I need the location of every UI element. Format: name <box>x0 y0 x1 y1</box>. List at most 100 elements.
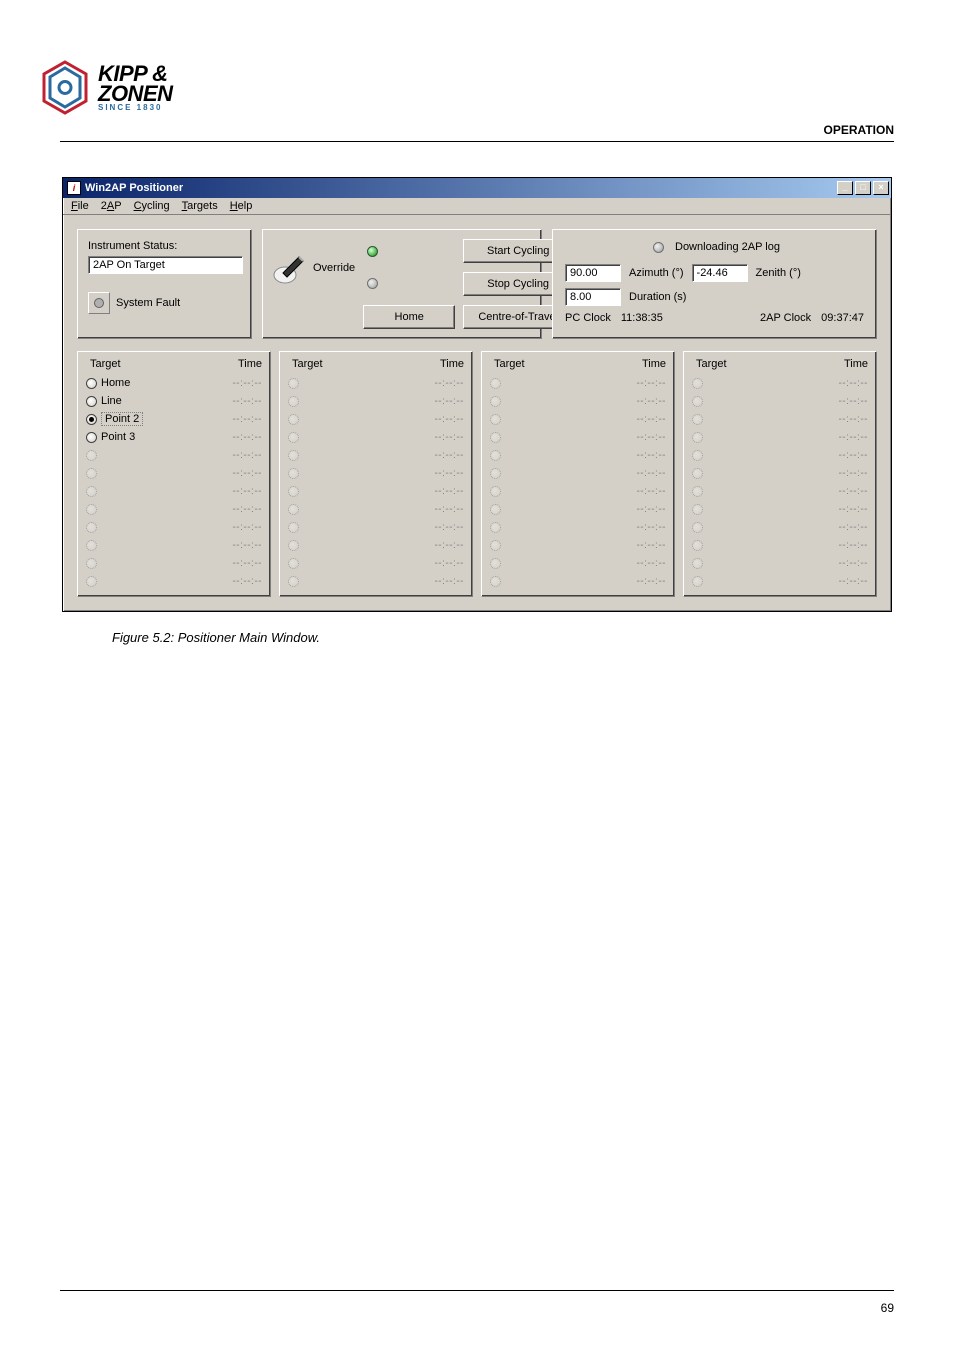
table-row: --:--:-- <box>488 536 668 554</box>
target-radio <box>490 432 501 443</box>
minimize-button[interactable]: _ <box>837 181 853 195</box>
status-value: 2AP On Target <box>88 256 243 274</box>
cycling-controls-group: Start Cycling Override Stop Cycling Home… <box>262 229 542 339</box>
target-radio <box>692 504 703 515</box>
col-head-target: Target <box>90 358 121 370</box>
target-radio[interactable] <box>86 414 97 425</box>
status-label: Instrument Status: <box>88 240 243 252</box>
col-head-target: Target <box>696 358 727 370</box>
table-row: --:--:-- <box>286 536 466 554</box>
table-row[interactable]: Point 2--:--:-- <box>84 410 264 428</box>
menubar: File 2AP Cycling Targets Help <box>63 198 891 215</box>
col-head-target: Target <box>494 358 525 370</box>
table-row: --:--:-- <box>286 500 466 518</box>
figure-caption: Figure 5.2: Positioner Main Window. <box>112 630 914 645</box>
target-time: --:--:-- <box>434 378 464 389</box>
target-radio <box>288 378 299 389</box>
table-row: --:--:-- <box>690 446 870 464</box>
azimuth-value: 90.00 <box>565 264 621 282</box>
target-time: --:--:-- <box>636 522 666 533</box>
logo-line3: SINCE 1830 <box>98 104 173 111</box>
target-time: --:--:-- <box>838 468 868 479</box>
duration-label: Duration (s) <box>629 291 686 303</box>
target-radio <box>490 522 501 533</box>
table-row: --:--:-- <box>488 518 668 536</box>
table-row: --:--:-- <box>488 392 668 410</box>
target-time: --:--:-- <box>434 522 464 533</box>
menu-targets[interactable]: Targets <box>182 200 218 212</box>
table-row: --:--:-- <box>488 374 668 392</box>
table-row: --:--:-- <box>286 572 466 590</box>
target-radio <box>692 450 703 461</box>
menu-2ap[interactable]: 2AP <box>101 200 122 212</box>
table-row: --:--:-- <box>84 500 264 518</box>
target-time: --:--:-- <box>232 432 262 443</box>
table-row: --:--:-- <box>690 554 870 572</box>
table-row: --:--:-- <box>286 428 466 446</box>
table-row: --:--:-- <box>488 428 668 446</box>
table-row: --:--:-- <box>84 464 264 482</box>
maximize-button[interactable]: □ <box>855 181 871 195</box>
table-row: --:--:-- <box>690 482 870 500</box>
target-time: --:--:-- <box>232 522 262 533</box>
page-number: 69 <box>881 1301 894 1315</box>
zenith-value: -24.46 <box>692 264 748 282</box>
target-time: --:--:-- <box>636 558 666 569</box>
target-radio <box>490 576 501 587</box>
target-radio[interactable] <box>86 432 97 443</box>
azimuth-label: Azimuth (°) <box>629 267 684 279</box>
target-radio <box>490 378 501 389</box>
close-button[interactable]: × <box>873 181 889 195</box>
target-radio <box>490 468 501 479</box>
target-time: --:--:-- <box>838 378 868 389</box>
target-radio <box>288 396 299 407</box>
target-radio <box>288 414 299 425</box>
table-row[interactable]: Point 3--:--:-- <box>84 428 264 446</box>
target-time: --:--:-- <box>838 540 868 551</box>
duration-value: 8.00 <box>565 288 621 306</box>
target-time: --:--:-- <box>636 540 666 551</box>
target-radio <box>692 396 703 407</box>
target-radio <box>288 540 299 551</box>
target-time: --:--:-- <box>838 522 868 533</box>
target-radio <box>86 504 97 515</box>
section-heading: OPERATION <box>40 123 914 141</box>
table-row: --:--:-- <box>286 392 466 410</box>
titlebar[interactable]: i Win2AP Positioner _ □ × <box>63 178 891 198</box>
target-radio <box>86 576 97 587</box>
table-row[interactable]: Home--:--:-- <box>84 374 264 392</box>
menu-help[interactable]: Help <box>230 200 253 212</box>
override-icon <box>273 251 307 285</box>
home-button[interactable]: Home <box>363 305 455 329</box>
pc-clock-label: PC Clock <box>565 312 611 324</box>
status-group: Instrument Status: 2AP On Target System … <box>77 229 252 339</box>
menu-cycling[interactable]: Cycling <box>134 200 170 212</box>
table-row: --:--:-- <box>690 518 870 536</box>
target-time: --:--:-- <box>232 558 262 569</box>
target-time: --:--:-- <box>838 576 868 587</box>
target-time: --:--:-- <box>636 504 666 515</box>
target-radio <box>288 468 299 479</box>
target-radio <box>692 558 703 569</box>
table-row[interactable]: Line--:--:-- <box>84 392 264 410</box>
target-time: --:--:-- <box>434 504 464 515</box>
target-radio[interactable] <box>86 378 97 389</box>
target-time: --:--:-- <box>636 378 666 389</box>
app-window: i Win2AP Positioner _ □ × File 2AP Cycli… <box>62 177 892 612</box>
target-radio <box>86 540 97 551</box>
target-radio[interactable] <box>86 396 97 407</box>
target-radio <box>490 450 501 461</box>
table-row: --:--:-- <box>488 572 668 590</box>
target-time: --:--:-- <box>232 468 262 479</box>
menu-file[interactable]: File <box>71 200 89 212</box>
target-time: --:--:-- <box>838 432 868 443</box>
pc-clock-value: 11:38:35 <box>621 312 663 324</box>
target-column-4: Target Time --:--:----:--:----:--:----:-… <box>683 351 877 597</box>
target-radio <box>692 414 703 425</box>
target-time: --:--:-- <box>232 396 262 407</box>
table-row: --:--:-- <box>690 428 870 446</box>
target-column-3: Target Time --:--:----:--:----:--:----:-… <box>481 351 675 597</box>
logo-symbol-icon <box>40 60 90 115</box>
start-cycling-led <box>363 242 381 260</box>
table-row: --:--:-- <box>286 446 466 464</box>
